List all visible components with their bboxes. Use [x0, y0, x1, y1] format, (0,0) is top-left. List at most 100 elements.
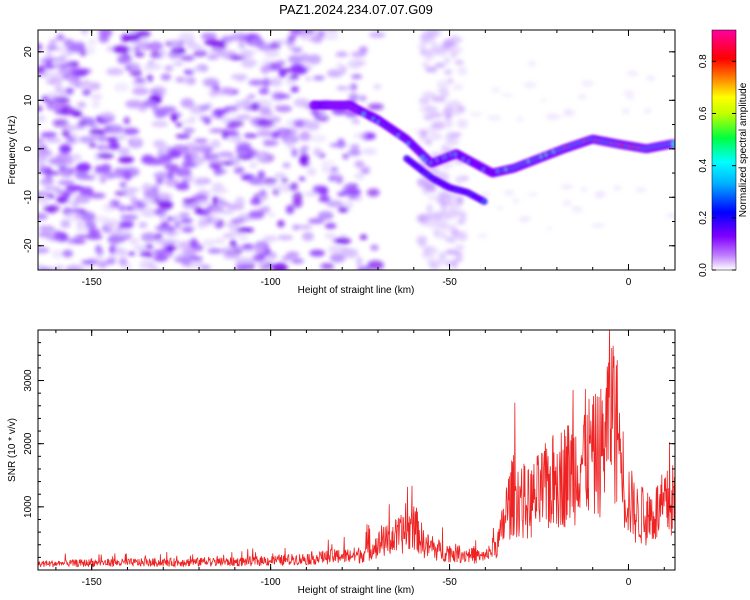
- spectrogram-noise-blob: [326, 69, 344, 78]
- spectrogram-noise-blob: [298, 176, 306, 181]
- spectrogram-noise-blob: [256, 154, 266, 160]
- snr-ytick-label: 1000: [23, 495, 34, 518]
- spectrogram-noise-blob: [192, 256, 203, 261]
- spectrogram-xtick-label: -100: [261, 277, 281, 288]
- spectrogram-noise-blob: [447, 238, 456, 244]
- spectrogram-noise-blob: [281, 177, 289, 184]
- spectrogram-noise-blob: [317, 108, 328, 115]
- spectrogram-noise-blob: [225, 124, 239, 129]
- snr-xtick-label: -150: [82, 577, 102, 588]
- spectrogram-noise-blob: [446, 131, 454, 138]
- spectrogram-noise-blob: [335, 52, 349, 57]
- spectrogram-noise-blob: [65, 50, 73, 57]
- spectrogram-noise-blob: [175, 182, 190, 191]
- spectrogram-noise-blob: [454, 245, 465, 250]
- spectrogram-noise-blob: [123, 266, 131, 270]
- spectrogram-noise-blob: [591, 223, 606, 228]
- spectrogram-noise-blob: [248, 210, 265, 219]
- spectrogram-noise-blob: [153, 255, 168, 262]
- spectrogram-noise-blob: [95, 244, 102, 255]
- spectrogram-noise-blob: [123, 170, 132, 181]
- spectrogram-noise-blob: [231, 32, 249, 42]
- spectrogram-noise-blob: [445, 249, 458, 256]
- spectrogram-noise-blob: [262, 235, 277, 243]
- spectrogram-noise-blob: [59, 107, 77, 116]
- spectrogram-noise-blob: [418, 97, 430, 104]
- spectrogram-noise-blob: [310, 134, 327, 143]
- spectrogram-noise-blob: [623, 90, 635, 97]
- spectrogram-noise-blob: [354, 172, 365, 180]
- spectrogram-noise-blob: [306, 36, 324, 42]
- spectrogram-noise-blob: [207, 248, 222, 254]
- spectrogram-noise-blob: [277, 220, 285, 228]
- spectrogram-noise-blob: [527, 60, 537, 67]
- spectrogram-noise-blob: [562, 109, 576, 117]
- spectrogram-noise-blob: [118, 221, 134, 229]
- spectrogram-noise-blob: [345, 188, 362, 196]
- spectrogram-noise-blob: [112, 45, 130, 54]
- spectrogram-noise-blob: [151, 265, 159, 270]
- spectrogram-noise-blob: [257, 170, 266, 180]
- spectrogram-noise-blob: [594, 193, 603, 198]
- spectrogram-noise-blob: [59, 87, 68, 96]
- spectrogram-noise-blob: [59, 189, 77, 195]
- spectrogram-noise-blob: [199, 200, 211, 206]
- spectrogram-noise-blob: [231, 218, 246, 224]
- spectrogram-noise-blob: [38, 225, 55, 231]
- spectrogram-noise-blob: [38, 149, 53, 157]
- spectrogram-noise-blob: [305, 76, 312, 82]
- spectrogram-noise-blob: [104, 259, 116, 265]
- spectrogram-noise-blob: [169, 239, 180, 245]
- spectrogram-noise-blob: [38, 212, 48, 221]
- spectrogram-noise-blob: [239, 49, 253, 59]
- spectrogram-noise-blob: [182, 127, 196, 134]
- spectrogram-noise-blob: [89, 192, 106, 199]
- spectrogram-noise-blob: [134, 51, 145, 58]
- spectrogram-noise-blob: [261, 206, 271, 211]
- spectrogram-noise-blob: [431, 95, 446, 103]
- spectrogram-noise-blob: [38, 43, 43, 52]
- spectrogram-noise-blob: [350, 74, 363, 80]
- spectrogram-noise-blob: [443, 56, 452, 64]
- spectrogram-noise-blob: [85, 233, 103, 240]
- spectrogram-noise-blob: [564, 184, 574, 189]
- spectrogram-noise-blob: [335, 61, 342, 70]
- spectrogram-noise-blob: [416, 214, 428, 223]
- spectrogram-noise-blob: [94, 165, 105, 174]
- spectrogram-noise-blob: [457, 66, 468, 76]
- spectrogram-noise-blob: [222, 246, 236, 252]
- spectrogram-noise-blob: [370, 244, 379, 251]
- snr-ticks: -150 -100 -50 0 1000 2000 3000: [23, 329, 675, 588]
- spectrogram-noise-blob: [72, 202, 79, 207]
- spectrogram-noise-blob: [417, 177, 429, 188]
- spectrogram-noise-blob: [75, 226, 88, 233]
- spectrogram-noise-blob: [208, 208, 222, 216]
- spectrogram-noise-blob: [167, 51, 181, 59]
- spectrogram-noise-blob: [324, 232, 337, 239]
- spectrogram-noise-blob: [424, 105, 439, 114]
- spectrogram-noise-blob: [186, 67, 204, 73]
- spectrogram-noise-blob: [644, 108, 652, 114]
- snr-ytick-label: 3000: [23, 369, 34, 392]
- spectrogram-noise-blob: [208, 153, 220, 159]
- spectrogram-noise-blob: [87, 39, 97, 45]
- spectrogram-noise-blob: [134, 77, 146, 84]
- spectrogram-noise-blob: [451, 109, 461, 116]
- spectrogram-noise-blob: [265, 182, 276, 188]
- spectrogram-noise-blob: [156, 238, 170, 245]
- spectrogram-noise-blob: [635, 187, 647, 193]
- spectrogram-noise-blob: [516, 116, 524, 122]
- spectrogram-noise-blob: [314, 114, 330, 123]
- spectrogram-noise-blob: [329, 142, 347, 148]
- spectrogram-noise-blob: [261, 58, 272, 67]
- spectrogram-noise-blob: [453, 210, 467, 217]
- colorbar-gradient: [711, 29, 737, 271]
- spectrogram-noise-blob: [174, 167, 192, 177]
- spectrogram-noise-blob: [74, 234, 90, 239]
- spectrogram-noise-blob: [38, 105, 43, 112]
- spectrogram-noise-blob: [76, 162, 92, 173]
- spectrogram-noise-blob: [160, 73, 172, 81]
- spectrogram-noise-blob: [102, 202, 115, 213]
- spectrogram-noise-blob: [277, 234, 294, 241]
